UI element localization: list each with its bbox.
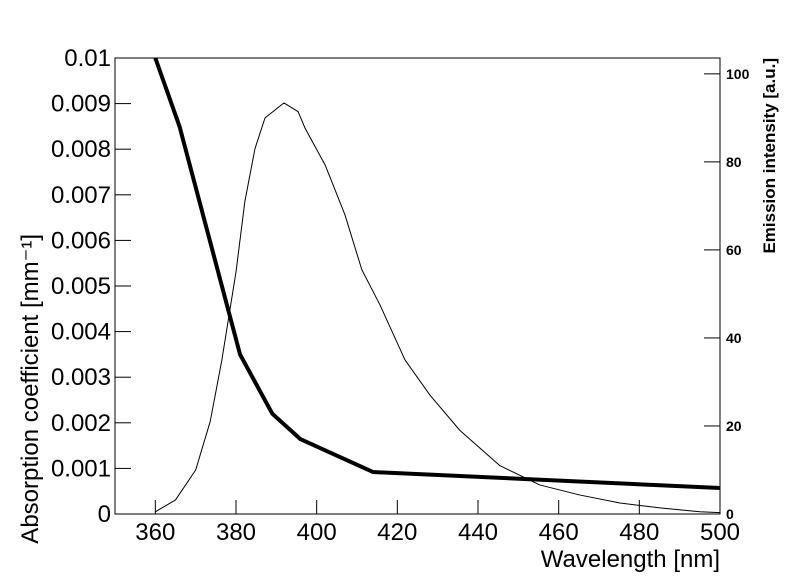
y-tick-label: 0.01 — [64, 45, 111, 72]
y-tick-label: 0.001 — [51, 455, 111, 482]
y-tick-label: 0.005 — [51, 273, 111, 300]
series-line — [155, 102, 721, 514]
y-tick-label: 0.002 — [51, 410, 111, 437]
y2-tick-label: 100 — [726, 66, 750, 82]
x-tick-label: 480 — [619, 519, 659, 546]
y-tick-label: 0.008 — [51, 136, 111, 163]
y2-tick-label: 80 — [726, 154, 742, 170]
y-tick-label: 0 — [98, 501, 111, 528]
y-tick-label: 0.006 — [51, 227, 111, 254]
x-tick-label: 460 — [539, 519, 579, 546]
x-tick-label: 440 — [458, 519, 498, 546]
x-axis-label: Wavelength [nm] — [541, 546, 720, 572]
x-tick-label: 400 — [297, 519, 337, 546]
x-tick-label: 420 — [377, 519, 417, 546]
plot-frame — [114, 57, 721, 515]
y2-tick-label: 0 — [726, 506, 734, 522]
y2-axis-label: Emission intensity [a.u.] — [760, 58, 779, 254]
x-tick-label: 360 — [135, 519, 175, 546]
y2-tick-label: 40 — [726, 330, 742, 346]
y-tick-label: 0.004 — [51, 319, 111, 346]
y-axis-label: Absorption coefficient [mm⁻¹] — [17, 234, 44, 544]
y2-tick-label: 20 — [726, 418, 742, 434]
y-tick-label: 0.009 — [51, 91, 111, 118]
y2-tick-label: 60 — [726, 242, 742, 258]
x-tick-label: 500 — [700, 519, 740, 546]
x-tick-label: 380 — [216, 519, 256, 546]
y-tick-label: 0.003 — [51, 364, 111, 391]
y-tick-label: 0.007 — [51, 182, 111, 209]
series-line — [153, 57, 721, 491]
